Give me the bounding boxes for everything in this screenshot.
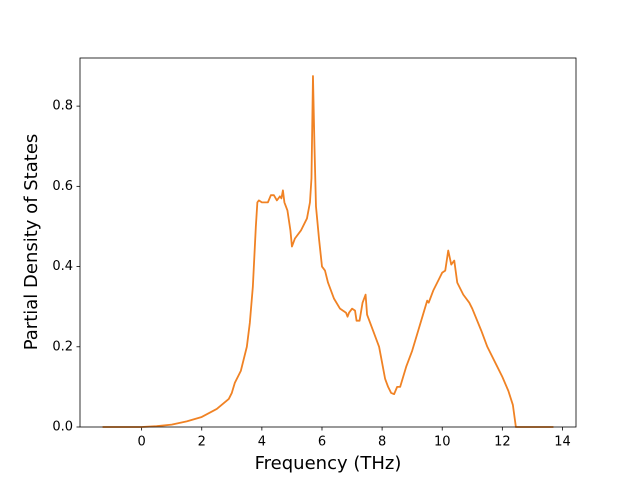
x-axis-label: Frequency (THz): [255, 453, 402, 474]
y-tick-label: 0.6: [52, 179, 73, 194]
y-tick-label: 0.2: [52, 339, 73, 354]
x-tick-label: 12: [494, 435, 511, 450]
x-tick-label: 0: [137, 435, 145, 450]
data-line: [102, 75, 554, 428]
x-tick-label: 14: [554, 435, 571, 450]
y-axis-label: Partial Density of States: [21, 134, 42, 351]
y-tick-label: 0.4: [52, 259, 73, 274]
x-tick-label: 10: [434, 435, 451, 450]
x-tick-label: 6: [318, 435, 326, 450]
plot-frame: [79, 57, 577, 428]
x-tick-label: 2: [198, 435, 206, 450]
y-tick-label: 0.8: [52, 99, 73, 114]
x-tick-label: 4: [258, 435, 266, 450]
y-tick-label: 0.0: [52, 420, 73, 435]
x-tick-label: 8: [378, 435, 386, 450]
